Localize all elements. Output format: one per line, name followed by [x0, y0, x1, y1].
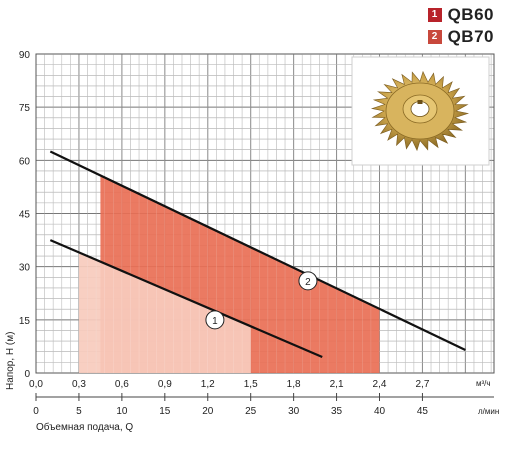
curve-labels: 12 [205, 271, 318, 330]
x2-tick-label: 45 [417, 406, 429, 417]
legend-item-qb60: 1 QB60 [427, 4, 494, 26]
y-tick-label: 30 [19, 263, 31, 274]
y-tick-label: 60 [19, 156, 31, 167]
x-tick-label: 1,8 [287, 379, 301, 390]
x-tick-label: 0,9 [158, 379, 172, 390]
curve-label-2: 2 [305, 277, 311, 288]
curve-label-1: 1 [212, 316, 218, 327]
x2-tick-label: 0 [33, 406, 39, 417]
x-tick-label: 0,3 [72, 379, 86, 390]
x2-tick-label: 30 [288, 406, 300, 417]
x-tick-label: 0,0 [29, 379, 43, 390]
legend-label-2: QB70 [447, 27, 494, 46]
x2-axis-unit: л/мин [478, 407, 499, 416]
x-tick-label: 1,5 [244, 379, 258, 390]
x-tick-label: 1,2 [201, 379, 215, 390]
x2-tick-label: 35 [331, 406, 343, 417]
legend-swatch-1: 1 [427, 8, 442, 22]
legend-swatch-2: 2 [427, 30, 442, 44]
x2-tick-label: 25 [245, 406, 257, 417]
x2-tick-label: 15 [159, 406, 171, 417]
y-tick-label: 0 [24, 369, 30, 380]
impeller-keyway [417, 100, 423, 104]
impeller-photo [351, 56, 490, 166]
y-tick-label: 15 [19, 316, 31, 327]
work-zone-1 [78, 252, 251, 373]
curve-1 [49, 239, 323, 359]
y-tick-label: 45 [19, 210, 31, 221]
curve-2 [49, 150, 466, 351]
grid-overlay [44, 54, 492, 373]
x-tick-label: 2,7 [415, 379, 429, 390]
x2-tick-label: 10 [116, 406, 128, 417]
x-axis-unit: м³/ч [476, 379, 491, 388]
curve-label-circle-1 [205, 310, 225, 330]
y-axis-label: Напор, Н (м) [5, 332, 16, 390]
legend: 1 QB60 2 QB70 [427, 4, 494, 48]
x-tick-label: 2,1 [330, 379, 344, 390]
legend-item-qb70: 2 QB70 [427, 26, 494, 48]
y-tick-label: 75 [19, 103, 31, 114]
x2-tick-label: 20 [202, 406, 214, 417]
performance-curves [49, 150, 466, 359]
y-tick-label: 90 [19, 50, 31, 61]
legend-label-1: QB60 [447, 5, 494, 24]
x2-tick-label: 5 [76, 406, 82, 417]
x-tick-label: 2,4 [373, 379, 387, 390]
curve-label-circle-2 [298, 271, 318, 291]
x2-tick-label: 40 [374, 406, 386, 417]
x-tick-label: 0,6 [115, 379, 129, 390]
work-zones [78, 175, 380, 373]
x-axis-label: Объемная подача, Q [36, 421, 133, 433]
